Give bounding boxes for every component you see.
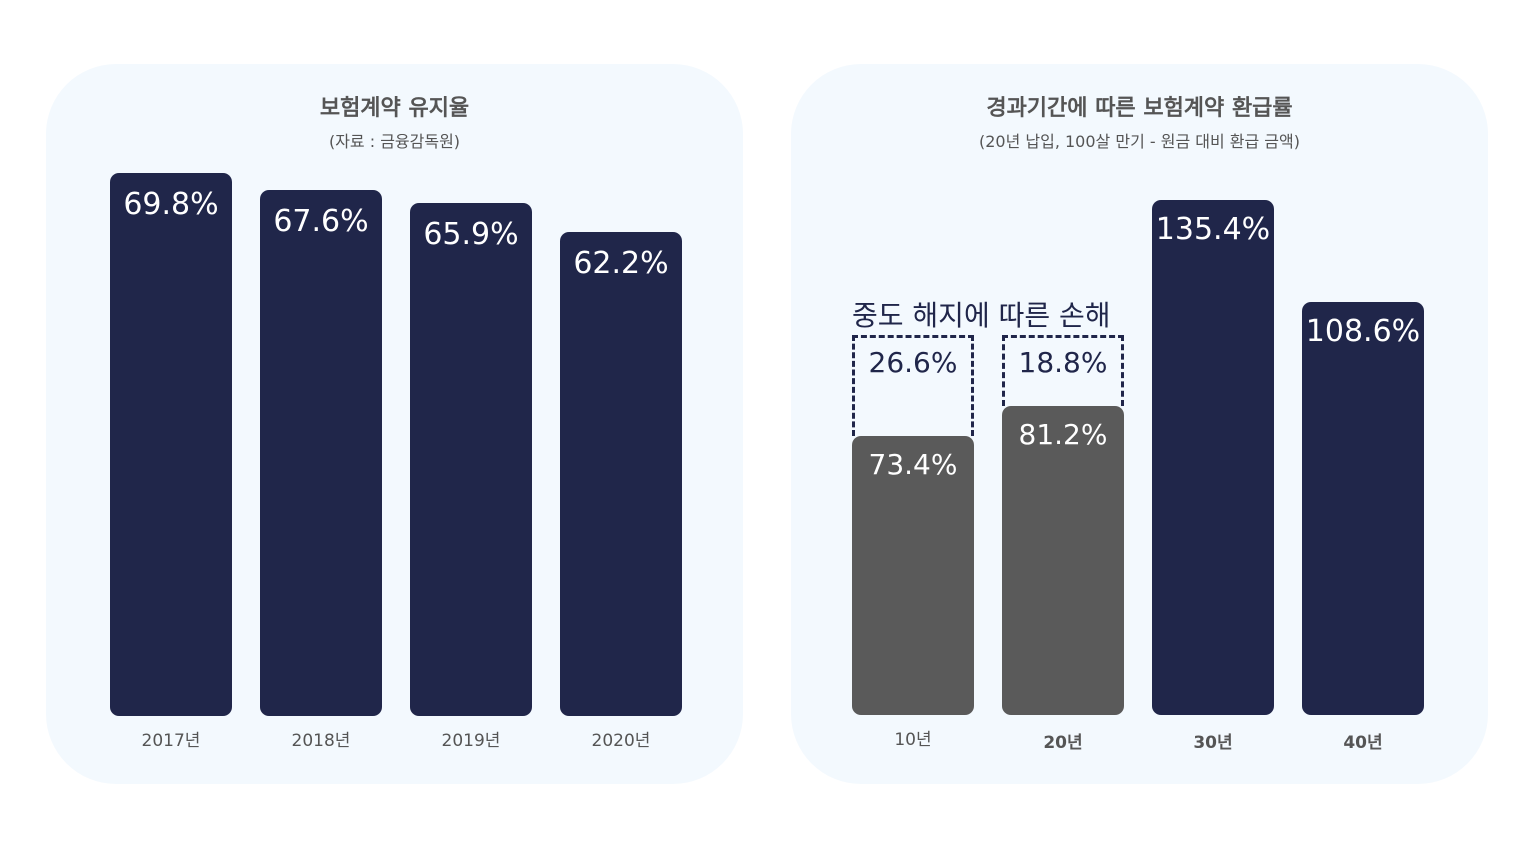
bar: 65.9% [410, 203, 532, 716]
chart-title: 보험계약 유지율 [319, 96, 470, 121]
data-label: 108.6% [1305, 314, 1421, 350]
x-tick-label: 10년 [894, 730, 932, 750]
data-label: 73.4% [868, 448, 958, 482]
bar: 69.8% [110, 173, 232, 716]
bar: 135.4% [1152, 200, 1274, 715]
bar: 67.6% [260, 190, 382, 716]
loss-dashed-box: 18.8% [1002, 335, 1124, 407]
x-tick-label: 2018년 [291, 731, 351, 751]
chart-title: 경과기간에 따른 보험계약 환급률 [986, 96, 1293, 121]
loss-dashed-box: 26.6% [852, 335, 974, 437]
bar: 81.2% [1002, 406, 1124, 715]
x-tick-label: 30년 [1193, 733, 1233, 753]
x-tick-label: 2020년 [591, 731, 651, 751]
x-tick-label: 40년 [1343, 733, 1383, 753]
loss-label: 18.8% [1018, 346, 1108, 379]
data-label: 62.2% [573, 246, 669, 282]
data-label: 67.6% [273, 204, 369, 240]
x-tick-label: 20년 [1043, 733, 1083, 753]
data-label: 65.9% [423, 217, 519, 253]
bar: 62.2% [560, 232, 682, 716]
data-label: 135.4% [1155, 212, 1271, 248]
early-cancellation-loss-annotation: 중도 해지에 따른 손해 [852, 299, 1111, 332]
x-tick-label: 2019년 [441, 731, 501, 751]
data-label: 81.2% [1018, 418, 1108, 452]
chart-subtitle: (20년 납입, 100살 만기 - 원금 대비 환급 금액) [978, 132, 1300, 151]
x-tick-label: 2017년 [141, 731, 201, 751]
loss-label: 26.6% [868, 346, 958, 379]
chart-subtitle: (자료 : 금융감독원) [328, 132, 461, 151]
bar: 73.4% [852, 436, 974, 715]
bar: 108.6% [1302, 302, 1424, 715]
data-label: 69.8% [123, 187, 219, 222]
